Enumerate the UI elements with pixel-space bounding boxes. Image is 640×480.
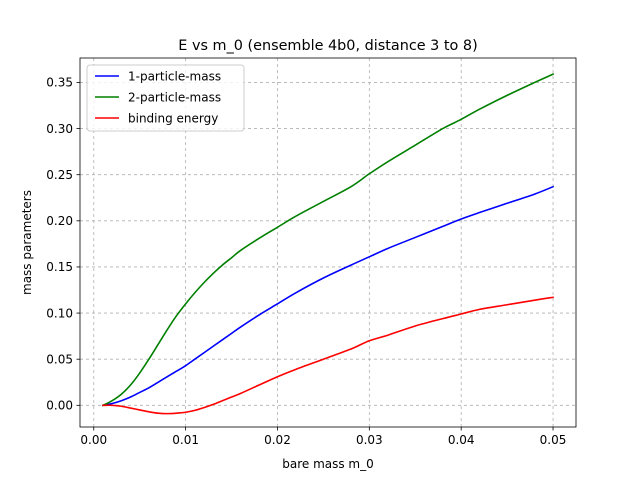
y-tick-label: 0.00 — [46, 399, 73, 413]
chart-title: E vs m_0 (ensemble 4b0, distance 3 to 8) — [178, 38, 477, 54]
legend-box — [86, 64, 245, 132]
x-tick-label: 0.01 — [172, 433, 199, 447]
y-tick-label: 0.25 — [46, 168, 73, 182]
x-axis-label: bare mass m_0 — [282, 457, 374, 471]
y-tick-label: 0.05 — [46, 352, 73, 366]
ticks: 0.00 0.01 0.02 0.03 0.04 0.05 0.00 0.05 0.10 0.15… — [46, 76, 566, 447]
series-layer — [101, 73, 555, 415]
y-tick-label: 0.30 — [46, 122, 73, 136]
series-line-2-particle-mass — [101, 73, 555, 407]
x-tick-label: 0.02 — [264, 433, 291, 447]
series-line-1-particle-mass — [102, 185, 555, 407]
legend-label-2-particle-mass: 2-particle-mass — [128, 90, 221, 104]
plot-frame — [79, 57, 577, 428]
y-axis-label: mass parameters — [20, 190, 34, 295]
series-line-binding-energy — [102, 296, 554, 415]
x-tick-label: 0.00 — [80, 433, 107, 447]
x-tick-label: 0.04 — [448, 433, 475, 447]
x-tick-label: 0.03 — [356, 433, 383, 447]
y-tick-label: 0.20 — [46, 214, 73, 228]
legend-label-1-particle-mass: 1-particle-mass — [128, 69, 221, 83]
legend: 1-particle-mass 2-particle-mass binding en… — [86, 64, 245, 132]
y-tick-label: 0.35 — [46, 76, 73, 90]
legend-label-binding-energy: binding energy — [128, 111, 218, 125]
y-tick-label: 0.10 — [46, 306, 73, 320]
y-tick-label: 0.15 — [46, 260, 73, 274]
x-tick-label: 0.05 — [540, 433, 567, 447]
